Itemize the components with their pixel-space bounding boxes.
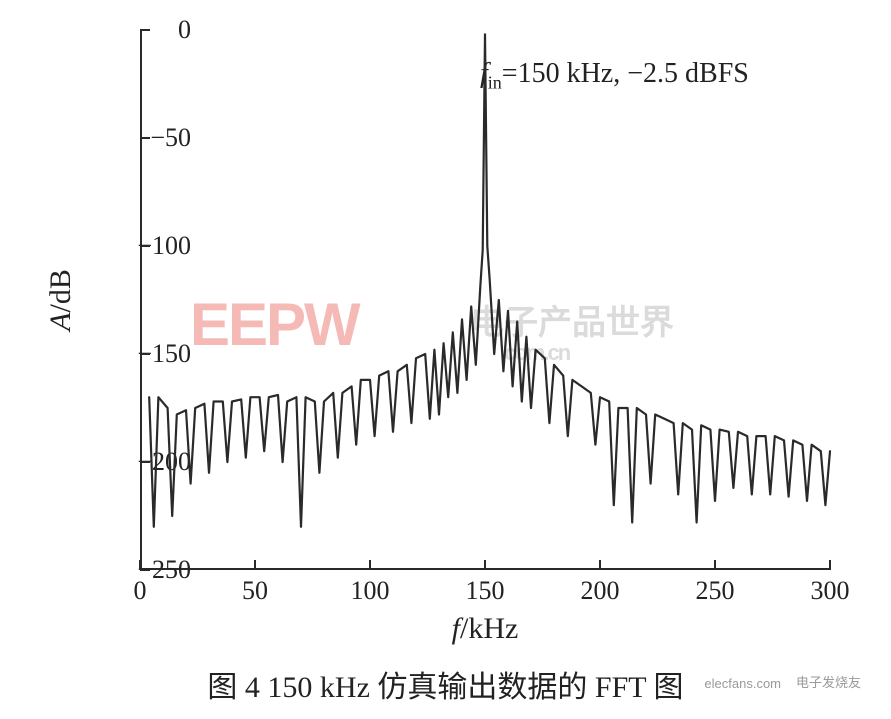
x-tick-label: 150	[466, 576, 505, 606]
x-axis-unit: /kHz	[460, 612, 518, 645]
x-tick-label: 100	[351, 576, 390, 606]
x-tick-label: 0	[134, 576, 147, 606]
spectrum-line	[149, 34, 830, 527]
x-tick-label: 250	[696, 576, 735, 606]
x-axis-label: f/kHz	[452, 612, 519, 646]
x-tick-label: 300	[811, 576, 850, 606]
y-axis-var: A	[44, 313, 77, 331]
figure-container: EEPW 电子产品世界 .com.cn 0−50−100−150−200−250…	[0, 0, 891, 719]
figure-caption: 图 4 150 kHz 仿真输出数据的 FFT 图	[207, 662, 683, 706]
y-axis-unit: /dB	[44, 269, 77, 312]
y-axis-label: A/dB	[44, 269, 78, 331]
x-tick-label: 50	[242, 576, 268, 606]
x-tick-label: 200	[581, 576, 620, 606]
watermark-elecfans-cn: 电子发烧友	[796, 672, 861, 691]
spectrum-svg	[140, 30, 830, 570]
watermark-elecfans: elecfans.com	[704, 676, 781, 691]
